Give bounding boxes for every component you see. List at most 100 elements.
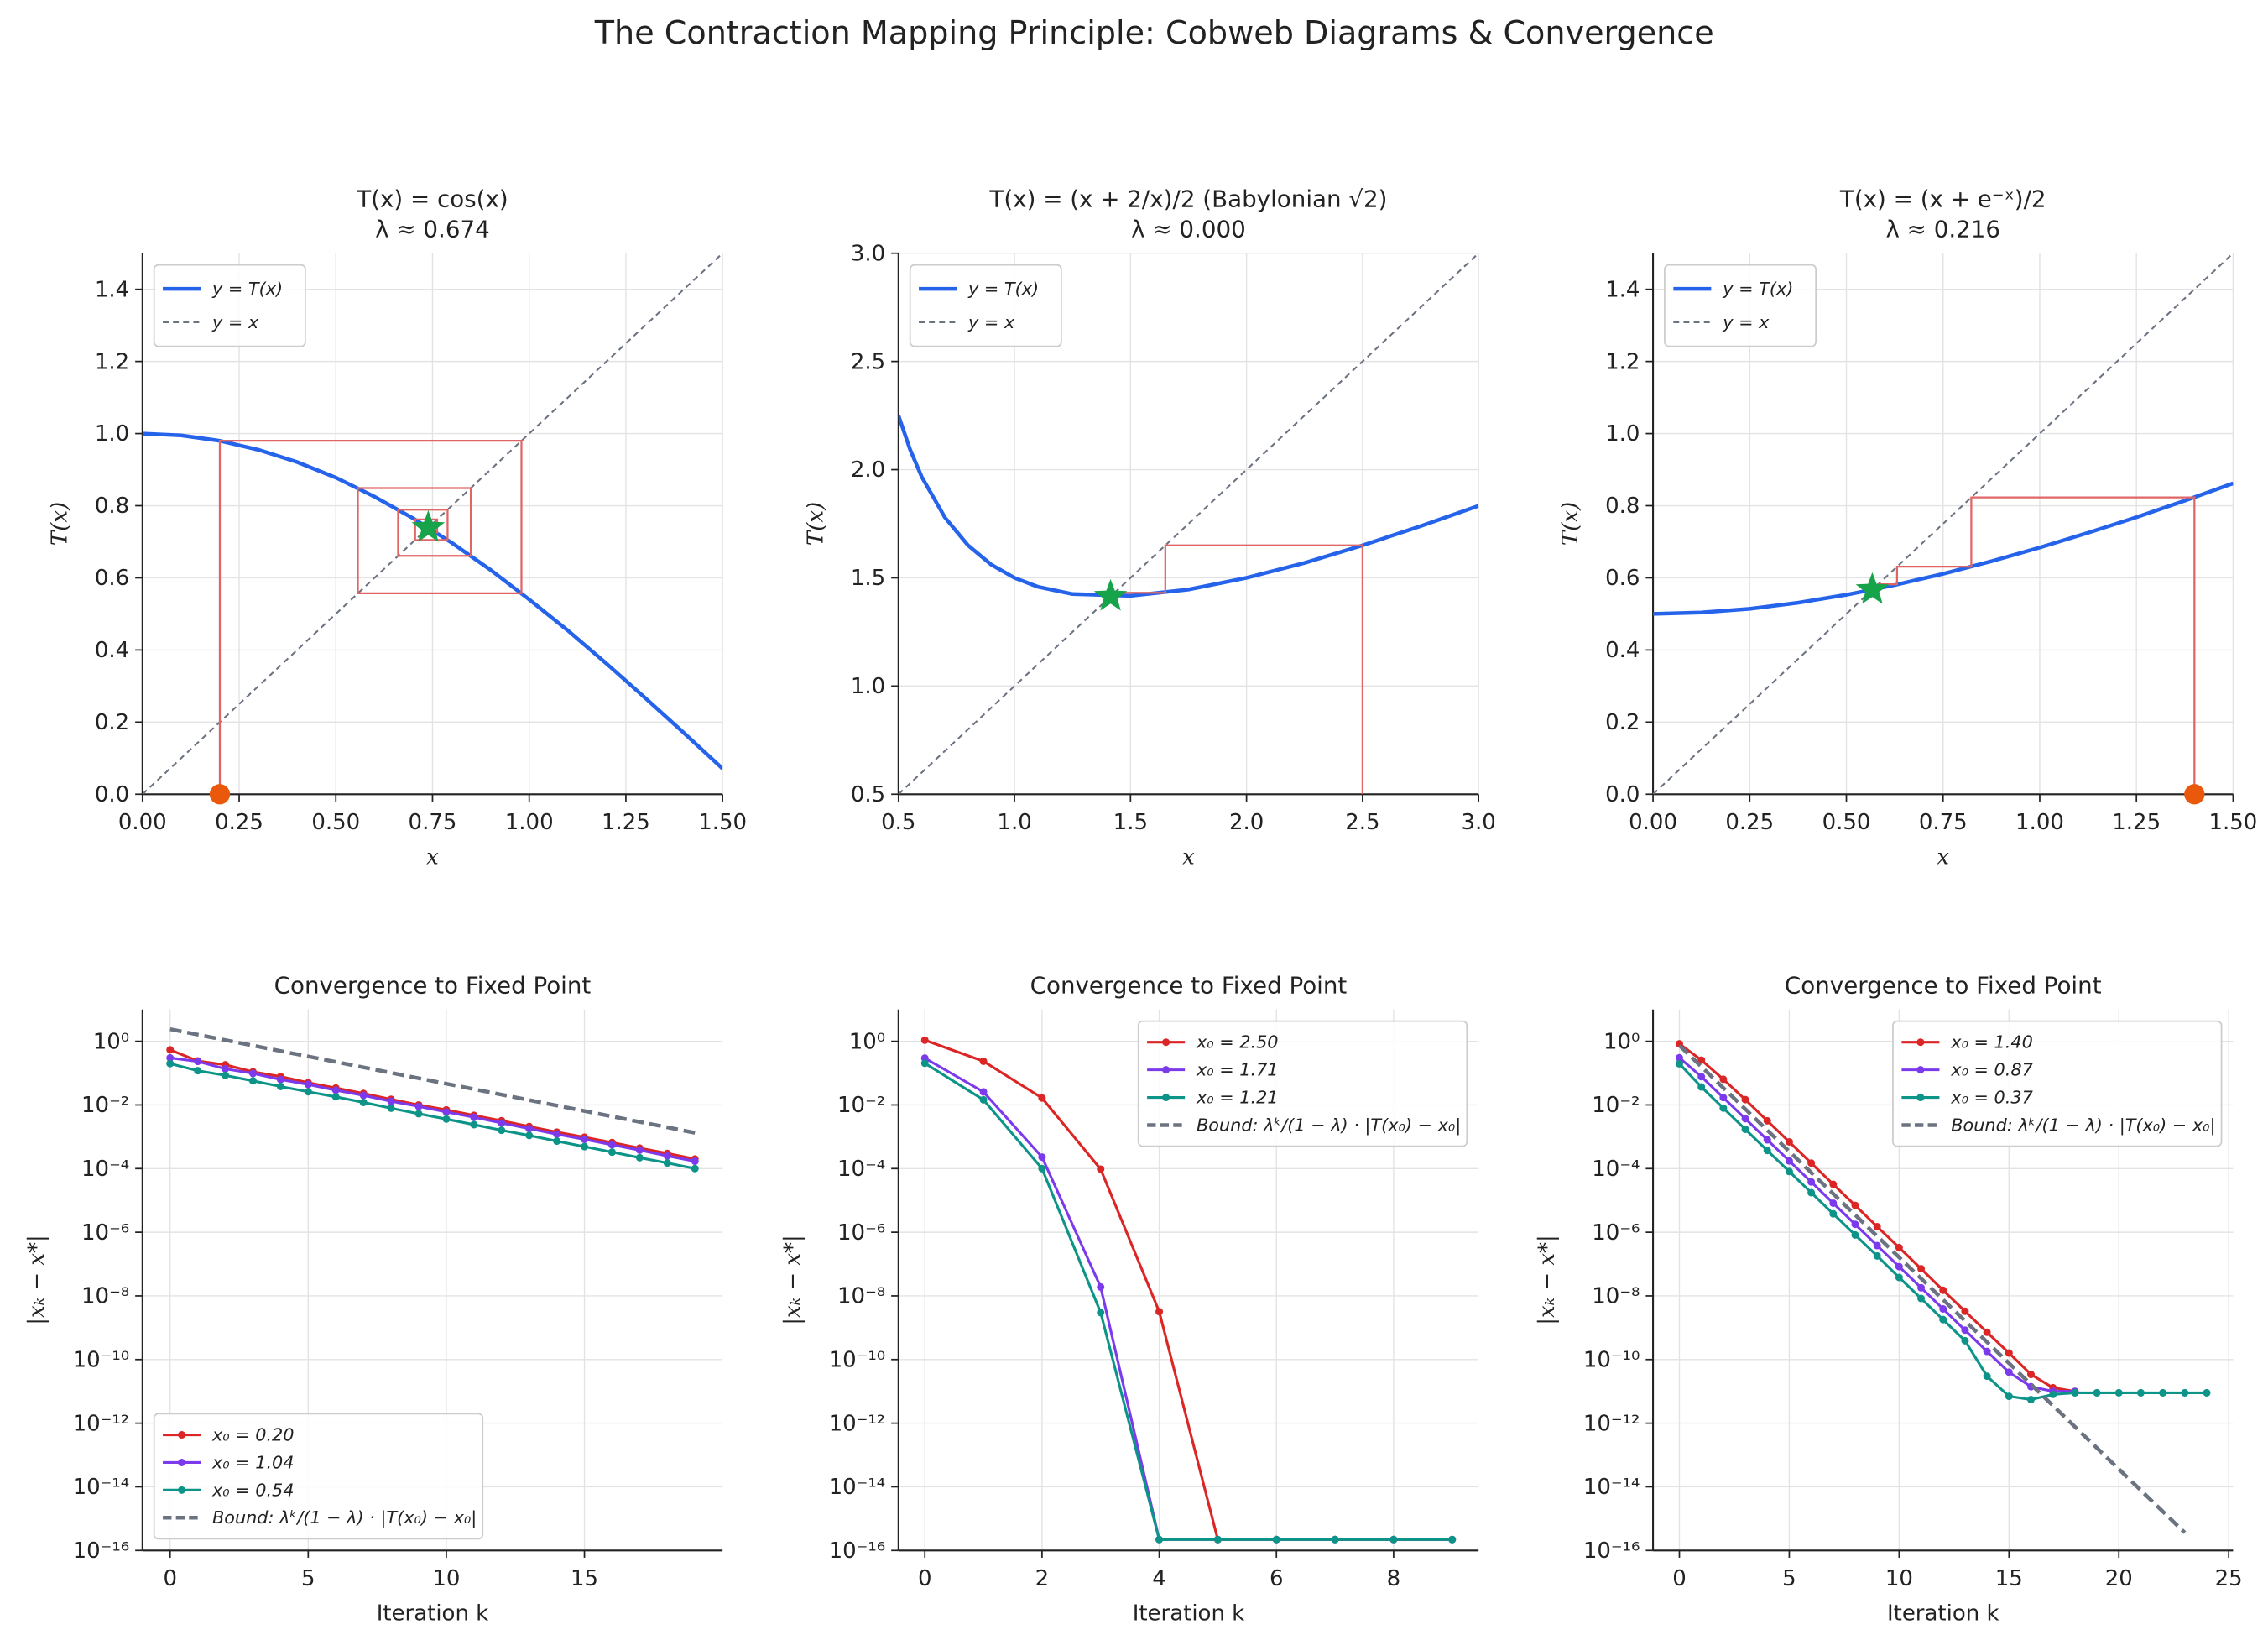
y-axis-label: T(x) [804,502,829,546]
y-tick-label: 10⁻¹⁰ [829,1347,886,1372]
data-point [1038,1094,1046,1102]
data-point [1719,1075,1728,1084]
data-point [2005,1392,2013,1401]
data-point [194,1067,202,1075]
chart-subtitle: λ ≈ 0.000 [1131,216,1246,243]
legend: x₀ = 2.50 x₀ = 1.71 x₀ = 1.21 Bound: λᵏ/(1 … [1137,1020,1468,1147]
y-tick-label: 0.0 [1605,782,1640,807]
y-tick-label: 0.8 [95,494,129,519]
data-point [1807,1159,1816,1167]
x-tick-label: 0 [1672,1566,1687,1591]
x-tick-label: 5 [1782,1566,1796,1591]
legend-label: Bound: λᵏ/(1 − λ) · |T(x₀) − x₀| [212,1507,477,1528]
data-point [1213,1535,1222,1544]
legend-marker [1916,1038,1925,1047]
data-point [1331,1535,1339,1544]
data-point [1807,1188,1816,1197]
data-point [1038,1153,1046,1162]
y-tick-label: 10⁻¹⁴ [73,1475,130,1500]
data-point [331,1093,340,1101]
y-tick-label: 10⁻⁸ [837,1284,885,1309]
data-point [1785,1137,1793,1146]
data-point [1983,1328,1991,1336]
data-point [2114,1388,2123,1397]
data-point [2005,1349,2013,1357]
x-tick-label: 0 [918,1566,932,1591]
y-tick-label: 0.6 [95,566,129,591]
data-point [1851,1230,1859,1239]
data-point [498,1126,506,1135]
data-point [635,1146,644,1154]
fixed-point [1093,578,1128,611]
y-tick-label: 10⁻⁶ [81,1220,129,1246]
y-tick-label: 10⁻² [81,1093,129,1118]
data-point [1961,1326,1969,1335]
data-point [979,1095,988,1104]
cobweb-path [1877,496,2196,795]
data-point [2093,1388,2101,1397]
data-point [470,1113,478,1121]
y-tick-label: 1.5 [851,566,885,591]
function-curve [1653,481,2234,616]
legend-box [1137,1020,1468,1147]
y-tick-label: 10⁻¹⁶ [1583,1538,1640,1564]
data-point [2136,1388,2145,1397]
series-line [924,1062,1452,1541]
data-point [607,1141,616,1149]
data-point [166,1059,175,1068]
data-point [1785,1167,1793,1176]
data-point [691,1157,699,1166]
series-line [169,1027,696,1135]
y-tick-label: 0.2 [95,710,129,735]
x-tick-label: 3.0 [1461,810,1495,835]
y-tick-label: 10⁻² [837,1093,885,1118]
x-tick-label: 2.5 [1345,810,1379,835]
data-point [691,1164,699,1173]
data-point [1851,1220,1859,1229]
y-tick-label: 10⁻¹⁴ [829,1475,886,1500]
legend-box [153,264,306,347]
data-point [1675,1059,1684,1068]
chart-subtitle: λ ≈ 0.674 [375,216,490,243]
cobweb-path [218,440,523,795]
data-point [1807,1178,1816,1186]
x-tick-label: 2 [1035,1566,1050,1591]
data-point [581,1135,589,1143]
chart-title: T(x) = cos(x) [356,185,508,212]
chart-title: T(x) = (x + 2/x)/2 (Babylonian √2) [988,185,1387,212]
data-point [1983,1372,1991,1381]
data-point [1719,1104,1728,1112]
data-point [2049,1390,2057,1398]
x-tick-label: 6 [1270,1566,1284,1591]
x-tick-label: 1.25 [602,810,650,835]
data-point [1741,1095,1749,1104]
y-tick-label: 10⁻⁴ [837,1157,885,1182]
data-point [304,1088,312,1096]
data-point [1895,1273,1903,1282]
y-tick-label: 1.4 [1605,277,1640,302]
series-line [169,1062,696,1170]
chart-title: T(x) = (x + e⁻ˣ)/2 [1839,185,2046,212]
y-tick-label: 1.0 [95,421,129,447]
start-point [2184,784,2205,805]
legend-label: y = x [967,312,1015,332]
data-point [635,1153,644,1162]
y-tick-label: 10⁰ [93,1029,129,1054]
data-point [2026,1396,2035,1404]
y-tick-label: 10⁻¹² [1583,1411,1640,1436]
data-point [387,1104,395,1112]
data-point [663,1159,671,1167]
data-point [2159,1388,2167,1397]
panel: 0 5 10 15 10⁰ 10⁻² 10⁻⁴ 10⁻⁶ 10⁻⁸ 10⁻¹⁰ 10⁻¹² 10⁻¹⁴… [24,972,723,1626]
x-tick-label: 15 [1995,1566,2023,1591]
data-point [1939,1315,1947,1324]
y-axis-label: |xₖ − x*| [24,1235,50,1325]
x-tick-label: 1.50 [698,810,747,835]
data-point [1719,1094,1728,1102]
legend-marker [178,1431,186,1439]
y-tick-label: 0.4 [95,638,129,663]
data-point [194,1058,202,1066]
data-point [1697,1083,1706,1091]
y-tick-label: 0.5 [851,782,885,807]
x-tick-label: 4 [1152,1566,1166,1591]
